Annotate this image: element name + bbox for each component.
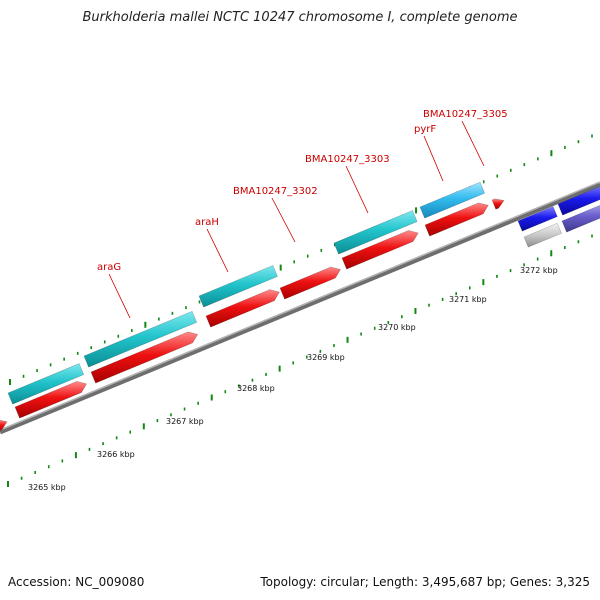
gene-arrow: [90, 331, 199, 384]
gene-label: araG: [97, 262, 121, 273]
gene-label-leader: [461, 120, 485, 167]
gene-label-leader: [345, 165, 369, 214]
gene-label-leader: [108, 273, 131, 319]
kbp-label: 3268 kbp: [237, 384, 275, 393]
cds-block-pyrf: [419, 181, 486, 219]
cds-block: [198, 265, 278, 308]
pseudo-block: [523, 222, 562, 248]
cds-block: [333, 210, 418, 255]
cds-block: [7, 363, 85, 405]
kbp-labels: 3265 kbp 3266 kbp 3267 kbp 3268 kbp 3269 kbp…: [28, 266, 558, 492]
gene-arrow: [14, 381, 88, 419]
gene-arrow: [279, 266, 341, 300]
feature-track: [0, 181, 600, 431]
gene-label: araH: [195, 217, 219, 228]
kbp-label: 3270 kbp: [378, 323, 416, 332]
gene-label: pyrF: [414, 124, 436, 135]
gene-arrow: [341, 230, 419, 270]
kbp-scale-ticks: [7, 234, 593, 487]
other-cds-block: [557, 186, 600, 216]
kbp-label: 3271 kbp: [449, 295, 487, 304]
kbp-label: 3267 kbp: [166, 417, 204, 426]
gene-label-leader: [271, 197, 296, 243]
kbp-label: 3269 kbp: [307, 353, 345, 362]
gene-label: BMA10247_3305: [423, 109, 508, 120]
outer-scale-ticks: [9, 134, 593, 385]
gene-label-leader: [423, 135, 444, 182]
map-title: Burkholderia mallei NCTC 10247 chromosom…: [82, 10, 518, 25]
gene-label: BMA10247_3302: [233, 186, 318, 197]
cds-block: [83, 310, 198, 368]
kbp-label: 3265 kbp: [28, 483, 66, 492]
other-cds-block: [561, 204, 600, 233]
other-cds-block: [517, 206, 558, 232]
accession-label: Accession: NC_009080: [8, 575, 145, 589]
gene-arrow: [424, 202, 489, 237]
kbp-label: 3266 kbp: [97, 450, 135, 459]
gene-label: BMA10247_3303: [305, 154, 390, 165]
gene-labels: araG araH BMA10247_3302 BMA10247_3303 pyrF BM…: [97, 109, 508, 319]
kbp-label: 3272 kbp: [520, 266, 558, 275]
gene-arrow: [205, 289, 280, 328]
chromosome-backbone: [0, 181, 600, 435]
gene-label-leader: [206, 228, 229, 273]
genome-summary: Topology: circular; Length: 3,495,687 bp…: [260, 575, 590, 589]
gene-arrow: [0, 419, 8, 431]
gene-arrow: [491, 198, 505, 210]
